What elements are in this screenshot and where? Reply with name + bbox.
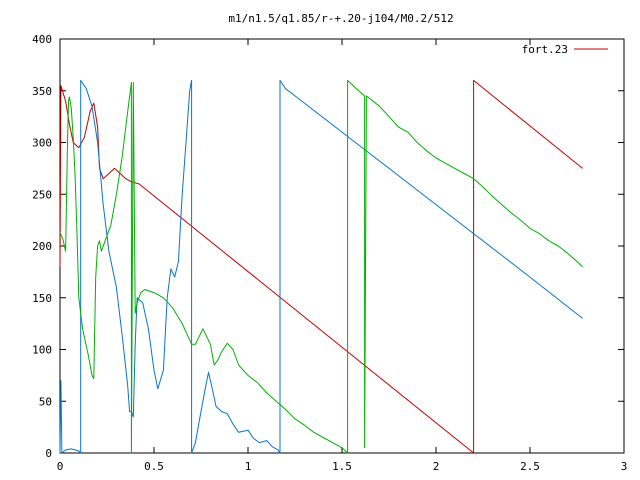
y-tick-label: 300: [32, 137, 52, 150]
y-tick-label: 350: [32, 85, 52, 98]
x-tick-label: 2: [433, 460, 440, 473]
x-tick-label: 1: [245, 460, 252, 473]
axis-ticks: [59, 38, 625, 454]
y-tick-label: 150: [32, 292, 52, 305]
y-tick-label: 400: [32, 33, 52, 46]
legend: fort.23: [522, 43, 608, 56]
x-tick-label: 3: [621, 460, 628, 473]
series-blue-line: [59, 79, 583, 454]
series-layer: [59, 79, 583, 454]
y-tick-label: 0: [45, 447, 52, 460]
axis-tick-labels: 0 0.5 1 1.5 2 2.5 3 0 50 100 150 200 250 300 350 400: [32, 33, 627, 473]
legend-label-fort-23: fort.23: [522, 43, 568, 56]
y-tick-label: 100: [32, 344, 52, 357]
plot-frame: [59, 38, 625, 454]
x-tick-label: 0: [57, 460, 64, 473]
chart-title: m1/n1.5/q1.85/r-+.20-j104/M0.2/512: [228, 12, 453, 25]
y-tick-label: 250: [32, 188, 52, 201]
x-tick-label: 1.5: [332, 460, 352, 473]
x-tick-label: 0.5: [144, 460, 164, 473]
y-tick-label: 200: [32, 240, 52, 253]
x-tick-label: 2.5: [520, 460, 540, 473]
y-tick-label: 50: [39, 395, 52, 408]
series-red-line: [59, 79, 583, 454]
series-green-line: [59, 79, 583, 454]
